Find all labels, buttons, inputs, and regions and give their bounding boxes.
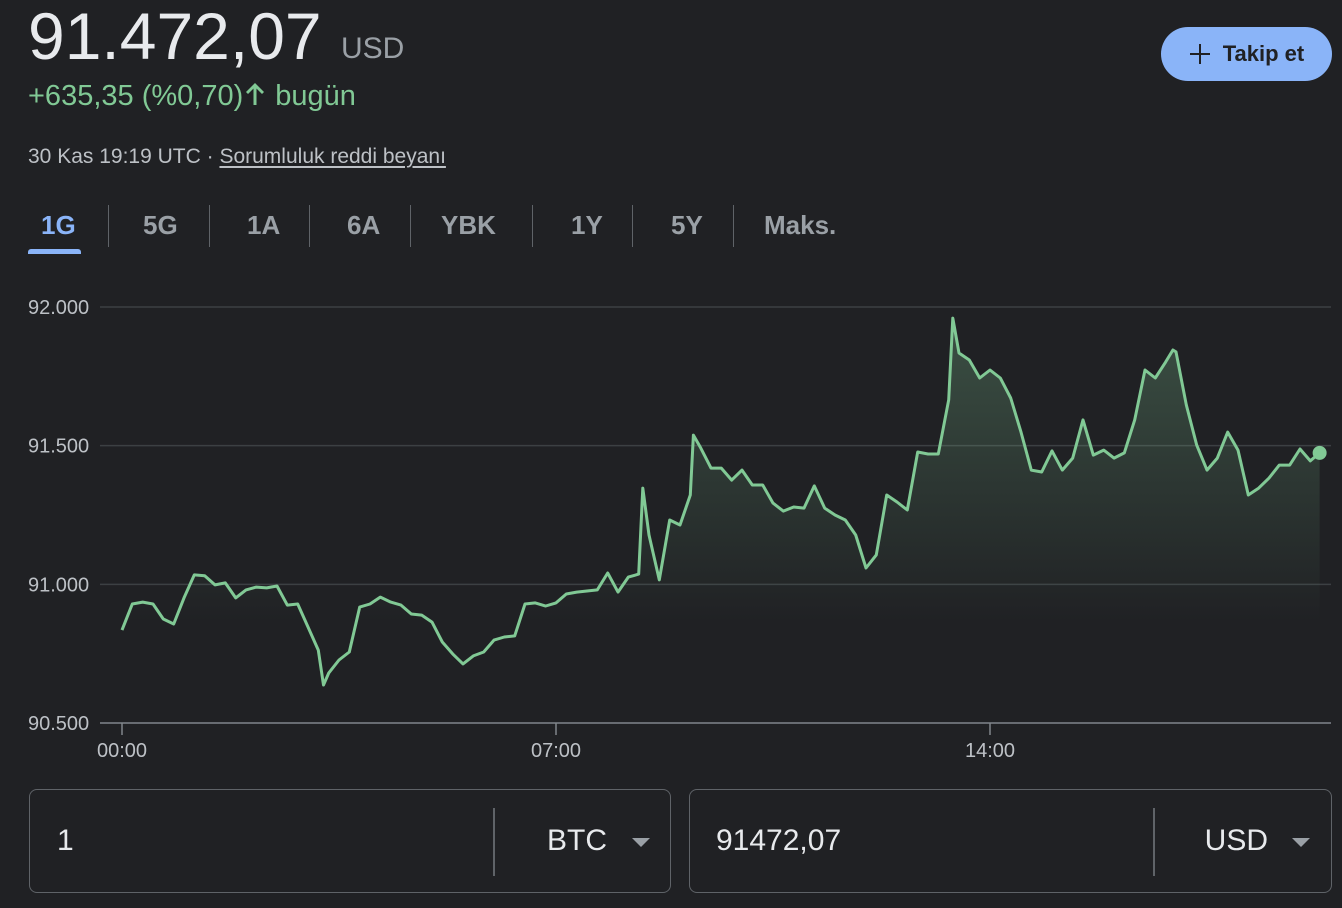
dropdown-caret[interactable] bbox=[1292, 838, 1310, 848]
range-tab[interactable]: 5Y bbox=[671, 210, 703, 240]
tab-separator bbox=[309, 205, 310, 247]
dropdown-caret[interactable] bbox=[632, 838, 650, 848]
price-line bbox=[120, 316, 1321, 687]
timestamp: 30 Kas 19:19 UTC bbox=[28, 145, 201, 168]
from-amount[interactable]: 1 bbox=[57, 824, 74, 857]
y-tick-label: 91.000 bbox=[28, 574, 89, 596]
timestamp-line: 30 Kas 19:19 UTC · Sorumluluk reddi beya… bbox=[28, 145, 446, 169]
tab-separator bbox=[209, 205, 210, 247]
x-tick-label: 07:00 bbox=[531, 740, 581, 762]
range-tab[interactable]: 1G bbox=[41, 210, 76, 240]
follow-button[interactable]: Takip et bbox=[1161, 27, 1332, 81]
to-field[interactable]: 91472,07 USD bbox=[689, 789, 1332, 893]
field-divider bbox=[1153, 808, 1155, 876]
to-currency[interactable]: USD bbox=[1204, 824, 1268, 857]
y-tick-label: 92.000 bbox=[28, 297, 89, 319]
range-tab[interactable]: 1Y bbox=[571, 210, 603, 240]
current-price-dot bbox=[1312, 445, 1327, 460]
plus-icon bbox=[1189, 44, 1210, 64]
from-field[interactable]: 1 BTC bbox=[29, 789, 671, 893]
x-tick-label: 14:00 bbox=[965, 740, 1015, 762]
price-chart: 90.500 91.000 91.500 92.000 00:00 07:00 14:00 bbox=[28, 297, 1331, 762]
range-tab[interactable]: 5G bbox=[143, 210, 178, 240]
tab-separator bbox=[733, 205, 734, 247]
change-suffix: bugün bbox=[275, 80, 356, 112]
active-tab-indicator bbox=[28, 249, 81, 254]
currency: USD bbox=[341, 32, 405, 65]
tab-separator bbox=[632, 205, 633, 247]
range-tab[interactable]: 6A bbox=[347, 210, 381, 240]
disclaimer-link[interactable]: Sorumluluk reddi beyanı bbox=[219, 145, 446, 168]
y-tick-label: 91.500 bbox=[28, 436, 89, 458]
to-amount[interactable]: 91472,07 bbox=[716, 824, 842, 857]
price-change: +635,35 (%0,70) bugün bbox=[28, 80, 356, 113]
up-arrow-icon bbox=[246, 83, 265, 105]
follow-label: Takip et bbox=[1222, 41, 1305, 66]
tab-separator bbox=[410, 205, 411, 247]
y-tick-label: 90.500 bbox=[28, 713, 89, 735]
price: 91.472,07 bbox=[28, 0, 322, 73]
x-tick-label: 00:00 bbox=[97, 740, 147, 762]
from-currency[interactable]: BTC bbox=[547, 824, 607, 857]
tab-separator bbox=[532, 205, 533, 247]
range-tab[interactable]: Maks. bbox=[764, 210, 837, 240]
tab-separator bbox=[108, 205, 109, 247]
change-value: +635,35 (%0,70) bbox=[28, 80, 244, 112]
field-divider bbox=[493, 808, 495, 876]
range-tab[interactable]: YBK bbox=[441, 210, 496, 240]
price-area bbox=[122, 318, 1320, 723]
range-tab[interactable]: 1A bbox=[247, 210, 281, 240]
separator: · bbox=[206, 145, 214, 168]
